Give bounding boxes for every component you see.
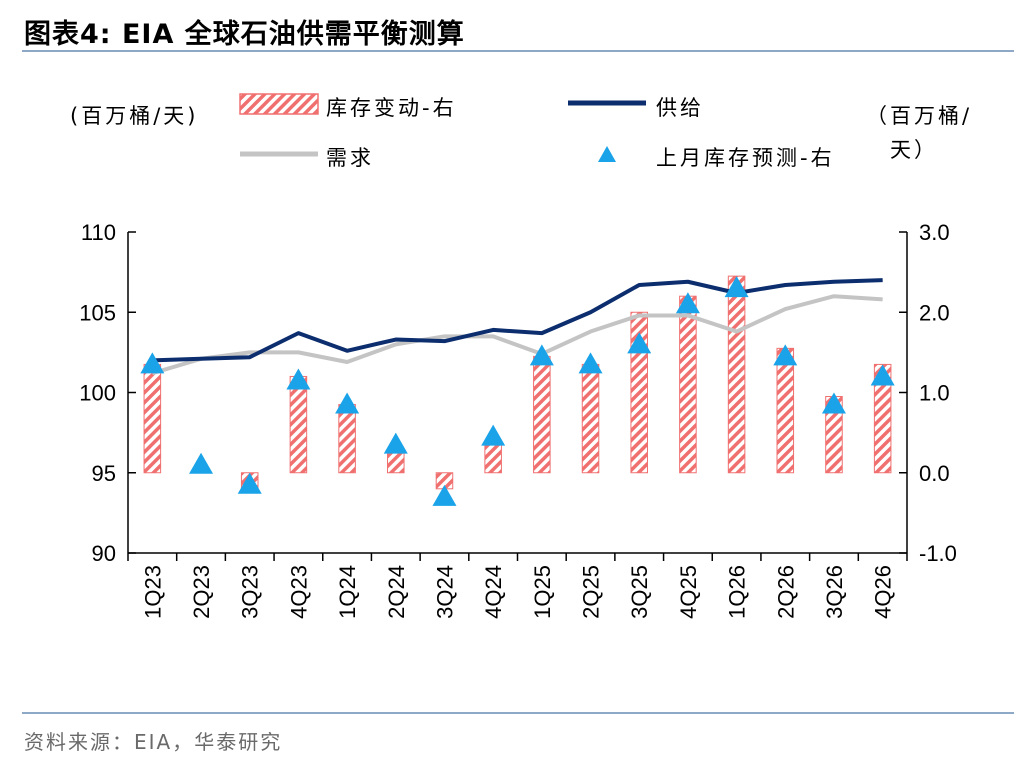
- legend-swatch-forecast: [598, 146, 616, 162]
- source-note: 资料来源：EIA，华泰研究: [24, 730, 283, 754]
- x-tick-label: 4Q24: [481, 565, 506, 619]
- forecast-marker: [189, 452, 214, 474]
- x-tick-label: 1Q23: [140, 565, 165, 619]
- supply-demand-lines: [151, 278, 883, 376]
- right-tick-label: 1.0: [919, 381, 950, 406]
- x-tick-label: 2Q23: [189, 565, 214, 619]
- x-tick-label: 3Q26: [822, 565, 847, 619]
- right-axis-ticks: -1.0 0.0 1.0 2.0 3.0: [899, 220, 957, 566]
- x-tick-label: 1Q25: [530, 565, 555, 619]
- right-tick-label: 3.0: [919, 220, 950, 245]
- forecast-marker: [578, 352, 603, 374]
- left-axis-ticks: 90 95 100 105 110: [79, 220, 136, 566]
- right-tick-label: -1.0: [919, 541, 957, 566]
- right-axis-unit-line2: 天）: [890, 138, 938, 162]
- right-axis-unit-line1: （百万桶/: [866, 104, 973, 128]
- left-tick-label: 95: [92, 461, 116, 486]
- inventory-bar: [679, 295, 697, 474]
- inventory-bar: [581, 363, 600, 474]
- forecast-marker: [237, 472, 262, 494]
- demand-line: [151, 294, 883, 376]
- forecast-marker: [432, 484, 457, 506]
- x-tick-label: 2Q25: [579, 565, 604, 619]
- inventory-bars: [143, 275, 892, 490]
- inventory-bar: [533, 355, 551, 474]
- x-tick-label: 1Q26: [725, 565, 750, 619]
- inventory-bar: [776, 347, 795, 474]
- x-tick-label: 2Q24: [384, 565, 409, 619]
- forecast-marker: [821, 392, 846, 414]
- forecast-marker: [870, 364, 895, 386]
- chart-title: 图表4: EIA 全球石油供需平衡测算: [24, 19, 465, 50]
- left-tick-label: 90: [92, 541, 116, 566]
- forecast-marker: [773, 344, 798, 366]
- right-tick-label: 2.0: [919, 300, 950, 325]
- x-tick-label: 3Q23: [238, 565, 263, 619]
- x-tick-label: 3Q24: [432, 565, 457, 619]
- inventory-bar: [873, 363, 892, 474]
- x-tick-label: 4Q23: [286, 565, 311, 619]
- left-axis-unit: (百万桶/天): [70, 104, 199, 128]
- legend-label-forecast: 上月库存预测-右: [656, 146, 835, 170]
- forecast-marker: [627, 332, 652, 354]
- inventory-bar: [338, 404, 356, 474]
- forecast-marker: [140, 352, 165, 374]
- x-tick-label: 4Q26: [871, 565, 896, 619]
- forecast-marker: [529, 344, 554, 366]
- supply-line: [152, 278, 883, 363]
- source-rule: [22, 712, 1014, 714]
- x-tick-label: 4Q25: [676, 565, 701, 619]
- forecast-marker: [675, 292, 700, 314]
- left-tick-label: 100: [79, 381, 116, 406]
- inventory-bar: [289, 375, 308, 474]
- forecast-marker: [481, 424, 506, 446]
- legend-swatch-inventory: [239, 93, 319, 115]
- x-tick-label: 1Q24: [335, 565, 360, 619]
- forecast-marker: [335, 392, 360, 414]
- legend-label-inventory: 库存变动-右: [326, 96, 457, 120]
- x-tick-label: 2Q26: [773, 565, 798, 619]
- forecast-marker: [383, 432, 408, 454]
- forecast-markers: [140, 276, 895, 506]
- inventory-bar: [143, 363, 162, 474]
- inventory-bar: [727, 275, 746, 474]
- forecast-marker: [724, 276, 749, 298]
- left-tick-label: 105: [79, 300, 116, 325]
- left-tick-label: 110: [81, 220, 116, 245]
- x-axis-ticks: 1Q23 2Q23 3Q23 4Q23 1Q24 2Q24 3Q24 4Q24 1Q25 2Q25…: [127, 553, 908, 619]
- right-tick-label: 0.0: [919, 461, 950, 486]
- legend-label-demand: 需求: [326, 146, 374, 170]
- title-rule: [22, 50, 1014, 52]
- forecast-marker: [286, 368, 311, 390]
- x-tick-label: 3Q25: [627, 565, 652, 619]
- legend-label-supply: 供给: [656, 96, 704, 120]
